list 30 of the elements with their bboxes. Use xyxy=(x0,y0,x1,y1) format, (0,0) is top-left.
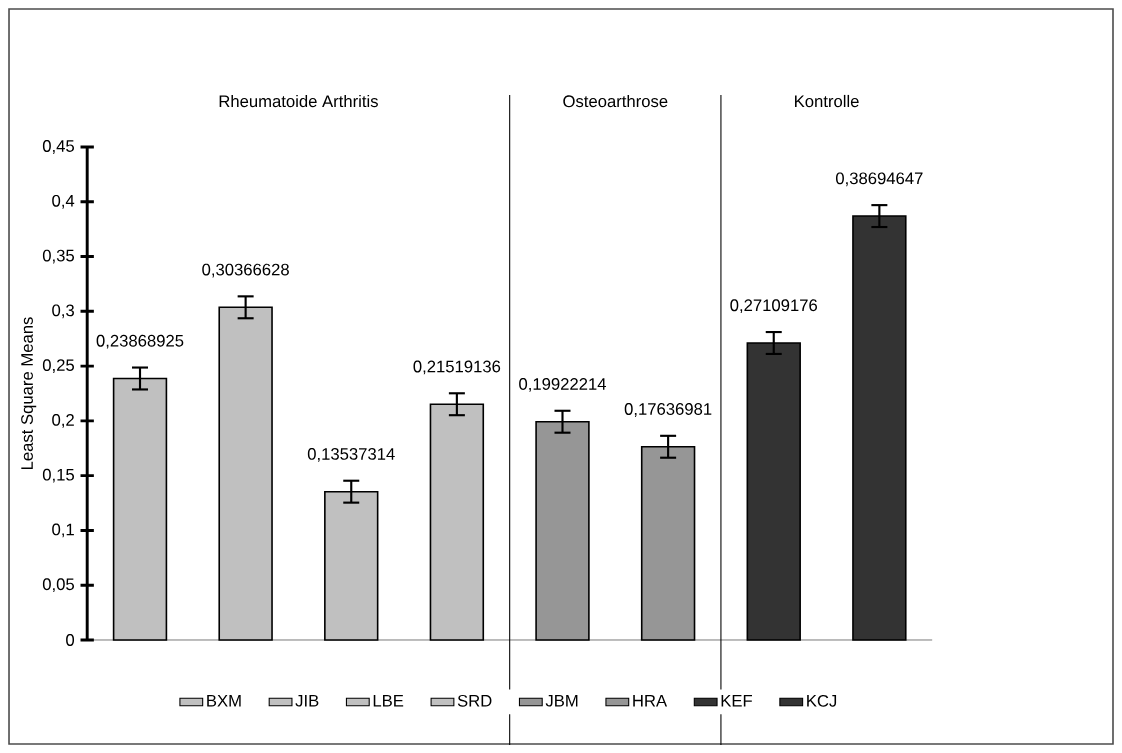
y-tick-label: 0,2 xyxy=(52,414,74,428)
data-label: 0,38694647 xyxy=(835,172,923,187)
y-tick-label: 0,45 xyxy=(42,140,75,154)
legend-label: KEF xyxy=(721,694,752,707)
legend-label: BXM xyxy=(207,694,241,707)
legend-label: KCJ xyxy=(807,694,837,707)
legend-label: JIB xyxy=(295,694,319,707)
legend-label: SRD xyxy=(457,694,492,707)
y-tick-label: 0,35 xyxy=(42,249,75,264)
text: Osteoarthrose xyxy=(563,94,668,108)
legend-label: HRA xyxy=(633,694,668,707)
data-label: 0,23868925 xyxy=(96,334,184,349)
y-axis-title: Least Square Means xyxy=(21,317,37,470)
data-label: 0,17636981 xyxy=(624,403,712,417)
data-label: 0,21519136 xyxy=(413,360,501,375)
y-tick-label: 0,4 xyxy=(52,194,75,209)
legend-label: LBE xyxy=(373,694,404,707)
y-tick-label: 0,15 xyxy=(42,468,75,483)
y-tick-label: 0,05 xyxy=(42,578,75,593)
text: Rheumatoide Arthritis xyxy=(219,94,378,108)
y-tick-label: 0,1 xyxy=(52,523,74,538)
data-label: 0,13537314 xyxy=(307,448,395,462)
data-label: 0,27109176 xyxy=(730,299,818,314)
data-label: 0,19922214 xyxy=(519,378,607,392)
text: Kontrolle xyxy=(795,94,859,108)
y-tick-label: 0,3 xyxy=(52,304,74,319)
y-tick-label: 0 xyxy=(66,634,75,646)
y-tick-label: 0,25 xyxy=(42,359,75,373)
data-label: 0,30366628 xyxy=(202,263,289,278)
legend-label: JBM xyxy=(545,694,578,707)
